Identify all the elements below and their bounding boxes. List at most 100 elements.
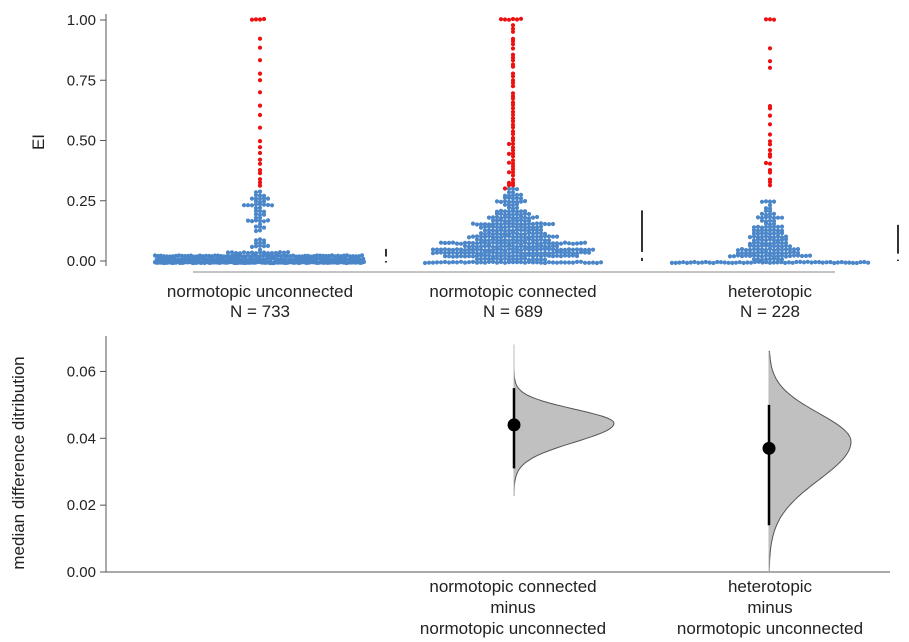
swarm-point [510, 260, 516, 265]
swarm-point [566, 260, 572, 265]
swarm-points [152, 16, 871, 266]
swarm-point [478, 234, 484, 239]
swarm-point [510, 122, 516, 127]
swarm-point [767, 132, 773, 137]
swarm-point [229, 257, 234, 262]
swarm-point [482, 224, 488, 229]
swarm-point [755, 244, 761, 249]
swarm-point [462, 251, 468, 256]
swarm-point [176, 257, 181, 262]
swarm-point [502, 202, 508, 207]
swarm-point [257, 180, 263, 185]
swarm-point [514, 192, 520, 197]
swarm-point [767, 154, 773, 159]
swarm-point [434, 260, 440, 265]
swarm-point [289, 257, 295, 262]
swarm-point [538, 228, 544, 233]
swarm-point [253, 208, 259, 214]
swarm-point [696, 260, 701, 265]
swarm-point [241, 203, 247, 208]
swarm-point [245, 218, 251, 223]
swarm-point [775, 228, 781, 233]
swarm-point [506, 170, 512, 175]
swarm-point [257, 125, 263, 130]
swarm-point [518, 215, 524, 220]
swarm-point [847, 260, 852, 265]
swarm-point [775, 260, 780, 265]
swarm-point [261, 240, 267, 245]
swarm-point [586, 260, 592, 265]
swarm-point [510, 186, 516, 191]
swarm-point [514, 205, 520, 210]
swarm-point [681, 260, 686, 265]
swarm-point [763, 208, 769, 213]
swarm-point [510, 116, 516, 121]
swarm-point [530, 257, 536, 262]
swarm-point [574, 247, 580, 252]
swarm-point [786, 260, 792, 265]
swarm-point [518, 192, 524, 197]
swarm-point [434, 247, 440, 252]
diff-y-axis-label: median difference ditribution [9, 356, 28, 569]
swarm-point [510, 141, 516, 146]
swarm-point [454, 241, 460, 246]
swarm-point [241, 250, 247, 255]
swarm-point [257, 209, 263, 214]
swarm-point [193, 257, 198, 262]
diff-y-ticks: 0.00 0.02 0.04 0.06 [67, 363, 106, 581]
swarm-point [518, 232, 524, 237]
swarm-point [261, 202, 267, 207]
swarm-point [494, 218, 500, 223]
swarm-point [253, 193, 259, 198]
comparison-labels: normotopic connected minus normotopic un… [420, 577, 863, 638]
swarm-point [582, 250, 588, 255]
swarm-point [494, 199, 500, 204]
swarm-point [747, 247, 753, 252]
swarm-point [498, 208, 504, 213]
swarm-point [751, 234, 757, 239]
swarm-point [450, 250, 456, 255]
swarm-point [692, 259, 697, 265]
swarm-point [265, 243, 271, 248]
swarm-point [530, 260, 536, 265]
swarm-point [478, 240, 484, 245]
swarm-point [506, 238, 512, 243]
swarm-point [510, 221, 516, 226]
swarm-point [530, 234, 536, 239]
swarm-point [751, 257, 757, 262]
swarm-point [458, 247, 464, 252]
swarm-point [502, 250, 508, 255]
swarm-point [478, 260, 484, 265]
swarm-point [247, 257, 252, 262]
swarm-point [486, 234, 492, 239]
swarm-point [854, 260, 859, 266]
swarm-point [506, 247, 512, 252]
swarm-point [759, 247, 765, 252]
swarm-point [229, 250, 235, 255]
swarm-point [486, 250, 492, 255]
swarm-point [498, 259, 504, 265]
swarm-point [787, 250, 793, 255]
swarm-point [462, 243, 468, 249]
swarm-point [510, 29, 516, 34]
swarm-point [514, 231, 520, 236]
swarm-point [522, 225, 528, 230]
swarm-point [510, 173, 516, 178]
swarm-point [502, 225, 508, 230]
swarm-point [538, 260, 544, 265]
swarm-point [763, 231, 769, 236]
swarm-point [502, 219, 508, 224]
swarm-point [261, 219, 267, 224]
swarm-point [771, 256, 777, 261]
swarm-point [286, 257, 291, 262]
swarm-point [526, 241, 532, 246]
swarm-point [490, 235, 496, 240]
swarm-point [462, 248, 468, 253]
swarm-point [506, 251, 512, 256]
swarm-point [751, 241, 757, 246]
swarm-point [798, 259, 803, 264]
swarm-point [510, 190, 516, 195]
swarm-point [257, 78, 263, 83]
swarm-point [510, 119, 516, 124]
swarm-point [249, 196, 255, 201]
